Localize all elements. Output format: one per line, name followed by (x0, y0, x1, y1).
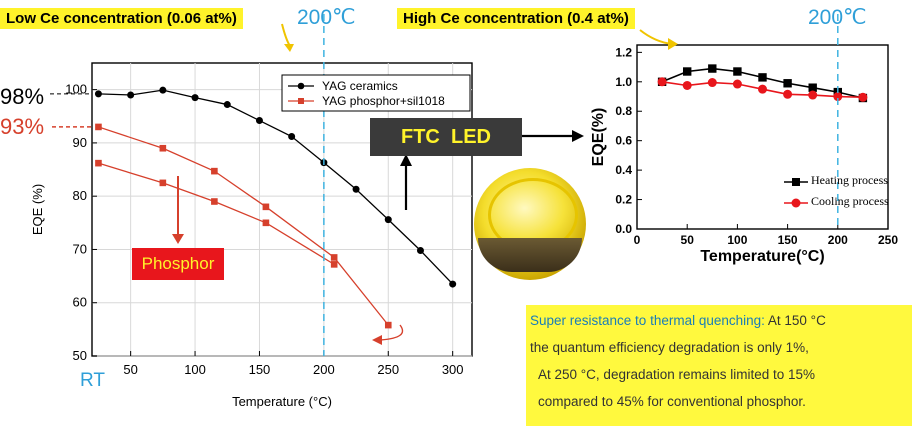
left-header-arrow-head (284, 44, 294, 52)
legend-label: YAG phosphor+sil1018 (322, 94, 445, 108)
phosphor-arrow-head (172, 234, 184, 244)
ftc-right-arrow-head (572, 130, 584, 142)
rt-label: RT (80, 370, 105, 391)
note-highlight: Super resistance to thermal quenching: (530, 313, 765, 328)
x-tick-label: 100 (184, 362, 206, 377)
left-header-arrow (281, 23, 291, 47)
pct-93-label: 93% (0, 114, 45, 139)
phosphor-label-text: Phosphor (141, 254, 215, 273)
y-tick-label: 60 (73, 295, 87, 310)
ftc-led-label: FTC LED (370, 118, 522, 156)
legend-label: YAG ceramics (322, 79, 398, 93)
data-point (255, 117, 263, 125)
note-line-1: Super resistance to thermal quenching: A… (530, 307, 908, 334)
series-line (98, 126, 389, 326)
legend-marker (298, 98, 304, 104)
data-point (330, 254, 338, 261)
left-title: Low Ce concentration (0.06 at%) (0, 8, 243, 29)
note-line-2: the quantum efficiency degradation is on… (530, 340, 809, 355)
pct-98-label: 98% (0, 84, 45, 109)
curl-arrow-head (372, 335, 382, 345)
data-point (159, 144, 167, 152)
data-point (384, 321, 392, 329)
data-point (127, 91, 135, 99)
data-point (262, 203, 270, 211)
data-point (95, 159, 102, 167)
note-line-4: compared to 45% for conventional phospho… (538, 394, 806, 409)
data-point (211, 167, 218, 175)
right-title: High Ce concentration (0.4 at%) (397, 8, 635, 29)
data-point (352, 185, 360, 193)
y-tick-label: 70 (73, 241, 87, 256)
note-box: Super resistance to thermal quenching: A… (526, 305, 912, 426)
y-tick-label: 80 (73, 188, 87, 203)
data-point (159, 179, 167, 187)
y-tick-label: 90 (73, 135, 87, 150)
data-point (223, 101, 231, 109)
left-temp-label: 200℃ (297, 6, 356, 29)
data-point (449, 280, 457, 288)
data-point (262, 219, 270, 227)
x-tick-label: 200 (313, 362, 335, 377)
y-tick-label: 50 (73, 348, 87, 363)
ftc-up-arrow-head (400, 154, 412, 166)
x-tick-label: 250 (377, 362, 399, 377)
data-point (211, 198, 218, 205)
x-tick-label: 150 (249, 362, 271, 377)
data-point (191, 94, 199, 102)
data-point (159, 86, 167, 94)
y-tick-label: 100 (65, 82, 87, 97)
legend-marker (297, 82, 305, 90)
data-point (330, 261, 338, 268)
note-line-3: At 250 °C, degradation remains limited t… (538, 367, 816, 382)
legend-box (281, 74, 471, 112)
x-tick-label: 300 (442, 362, 464, 377)
y-axis-label: EQE (%) (30, 184, 45, 235)
phosphor-disk-photo (474, 168, 586, 280)
x-axis-label: Temperature (°C) (232, 394, 332, 409)
curl-arrow (379, 324, 404, 341)
phosphor-label: Phosphor (132, 248, 224, 280)
disk-ruler (478, 238, 582, 272)
data-point (95, 123, 102, 131)
data-point (288, 133, 296, 141)
ftc-led-text: FTC LED (401, 125, 491, 148)
series-line (98, 89, 454, 285)
data-point (416, 247, 424, 255)
data-point (384, 216, 392, 224)
note-line-1-rest: At 150 °C (764, 313, 826, 328)
data-point (94, 90, 102, 98)
x-tick-label: 50 (123, 362, 137, 377)
